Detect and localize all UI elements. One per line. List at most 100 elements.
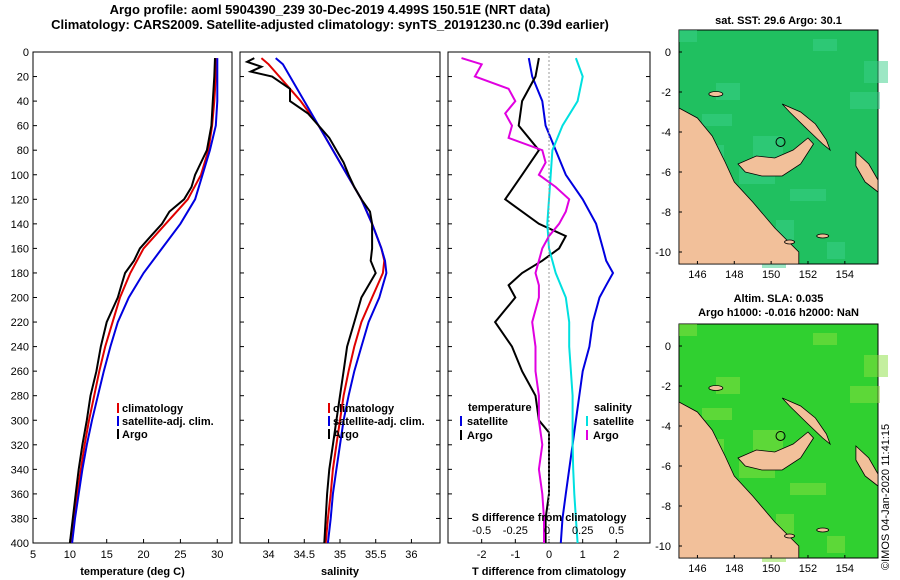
x-tick-label: 2 — [613, 549, 619, 561]
map-texture — [813, 333, 837, 345]
s-tick-label: 0.25 — [572, 525, 593, 537]
x-tick-label: 5 — [30, 549, 36, 561]
s-tick-label: 0.5 — [609, 525, 624, 537]
map-texture — [813, 39, 837, 51]
y-tick-label: 120 — [11, 194, 29, 206]
x-tick-label: 146 — [688, 269, 706, 281]
x-tick-label: 20 — [137, 549, 149, 561]
map-texture — [790, 483, 826, 495]
salinity-panel: 34 34.5 35 35.5 36 salinity climatologysatelli… — [239, 51, 441, 578]
y-tick-label: 200 — [11, 293, 29, 305]
map-texture — [702, 114, 732, 126]
map-texture — [702, 408, 732, 420]
x-tick-label: 10 — [64, 549, 76, 561]
x-tick-label: -2 — [477, 549, 487, 561]
plot-frame — [239, 51, 441, 544]
y-tick-label: 400 — [11, 538, 29, 550]
y-tick-label: 380 — [11, 513, 29, 525]
y-tick-label: -8 — [661, 501, 671, 513]
map-subtitle: Argo h1000: -0.016 h2000: NaN — [698, 307, 859, 319]
series-line-s-satellite — [546, 57, 584, 544]
s-tick-label: -0.25 — [503, 525, 528, 537]
land-bougainville — [855, 151, 879, 193]
land-island — [816, 233, 830, 239]
map-texture — [790, 189, 826, 201]
y-tick-label: 140 — [11, 219, 29, 231]
map-texture — [850, 92, 880, 109]
x-axis-label: T difference from climatology — [472, 566, 627, 578]
map-texture — [827, 242, 845, 259]
land-manus — [708, 385, 724, 391]
x-tick-label: -1 — [510, 549, 520, 561]
x-tick-label: 146 — [688, 563, 706, 575]
map-title: Altim. SLA: 0.035 — [734, 293, 824, 305]
y-tick-label: 80 — [17, 145, 29, 157]
y-tick-label: 240 — [11, 342, 29, 354]
legend-label: Argo — [593, 430, 619, 442]
y-tick-label: 40 — [17, 96, 29, 108]
y-tick-label: -6 — [661, 461, 671, 473]
y-tick-label: -4 — [661, 421, 671, 433]
land-new-ireland — [781, 103, 831, 152]
land-new-guinea — [678, 401, 800, 559]
land-bougainville — [855, 445, 879, 487]
y-tick-label: -10 — [655, 247, 671, 259]
legend-label: climatology — [333, 403, 395, 415]
y-tick-label: -2 — [661, 87, 671, 99]
map-texture — [679, 324, 697, 336]
s-tick-label: -0.5 — [472, 525, 491, 537]
sst-map-panel: 146 148 150 152 154 0 -2 -4 -6 -8 -10 sat. SST: 29.… — [655, 15, 888, 281]
land-new-britain — [737, 431, 815, 471]
series-line-satellite-adj--clim- — [71, 58, 219, 544]
x-tick-label: 36 — [405, 549, 417, 561]
argo-position-marker — [775, 430, 786, 441]
x-tick-label: 150 — [762, 563, 780, 575]
x-tick-label: 152 — [799, 563, 817, 575]
temperature-panel: 0 20 40 60 80 100 120 140 160 180 200 220 240 260 280 3… — [11, 47, 233, 578]
y-tick-label: -4 — [661, 127, 671, 139]
land-island — [784, 239, 795, 245]
map-texture — [679, 30, 697, 42]
x-tick-label: 35 — [334, 549, 346, 561]
land-island — [784, 533, 795, 539]
legend-label: satellite-adj. clim. — [333, 416, 425, 428]
y-tick-label: 100 — [11, 170, 29, 182]
y-tick-label: -10 — [655, 541, 671, 553]
y-tick-label: 220 — [11, 317, 29, 329]
legend-label: Argo — [122, 429, 148, 441]
map-texture — [827, 536, 845, 553]
x-tick-label: 150 — [762, 269, 780, 281]
s-tick-label: 0 — [544, 525, 550, 537]
x-tick-label: 15 — [101, 549, 113, 561]
y-tick-label: -2 — [661, 381, 671, 393]
x-tick-label: 34.5 — [294, 549, 315, 561]
y-tick-label: 280 — [11, 391, 29, 403]
x-tick-label: 35.5 — [365, 549, 386, 561]
y-tick-label: -8 — [661, 207, 671, 219]
series-line-climatology — [260, 57, 386, 544]
series-line-argo — [244, 57, 377, 544]
argo-position-marker — [775, 136, 786, 147]
series-line-argo — [68, 58, 216, 544]
y-tick-label: 300 — [11, 415, 29, 427]
legend-label: Argo — [333, 429, 359, 441]
imos-footer: ©IMOS 04-Jan-2020 11:41:15 — [880, 423, 892, 570]
y-tick-label: 340 — [11, 464, 29, 476]
difference-panel: -2 -1 0 1 2 T difference from climatology -0.5… — [447, 51, 651, 578]
y-tick-label: 0 — [665, 47, 671, 59]
series-line-t-satellite — [527, 57, 615, 544]
x-tick-label: 154 — [836, 563, 854, 575]
series-line-t-argo — [493, 57, 568, 543]
legend-label: satellite-adj. clim. — [122, 416, 214, 428]
x-tick-label: 0 — [546, 549, 552, 561]
map-title: sat. SST: 29.6 Argo: 30.1 — [715, 15, 842, 27]
sla-map-panel: 146 148 150 152 154 0 -2 -4 -6 -8 -10 Altim. SLA: 0… — [655, 293, 888, 575]
map-texture — [864, 61, 888, 83]
legend-label: satellite — [593, 416, 634, 428]
y-tick-label: 180 — [11, 268, 29, 280]
y-tick-label: 0 — [665, 341, 671, 353]
plot-frame — [32, 51, 233, 544]
x-tick-label: 25 — [174, 549, 186, 561]
land-new-guinea — [678, 107, 800, 265]
x-tick-label: 154 — [836, 269, 854, 281]
